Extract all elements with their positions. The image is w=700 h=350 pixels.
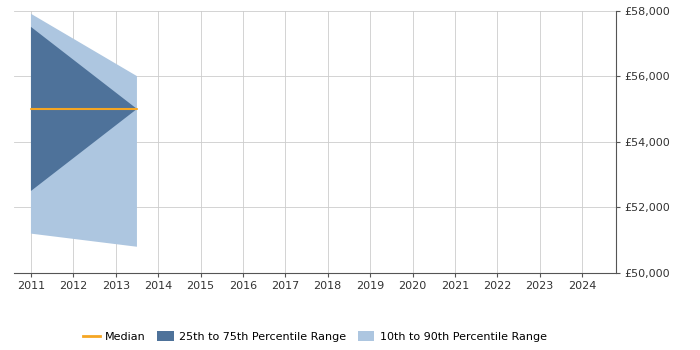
Polygon shape bbox=[31, 27, 137, 191]
Polygon shape bbox=[31, 14, 137, 247]
Legend: Median, 25th to 75th Percentile Range, 10th to 90th Percentile Range: Median, 25th to 75th Percentile Range, 1… bbox=[78, 327, 552, 346]
